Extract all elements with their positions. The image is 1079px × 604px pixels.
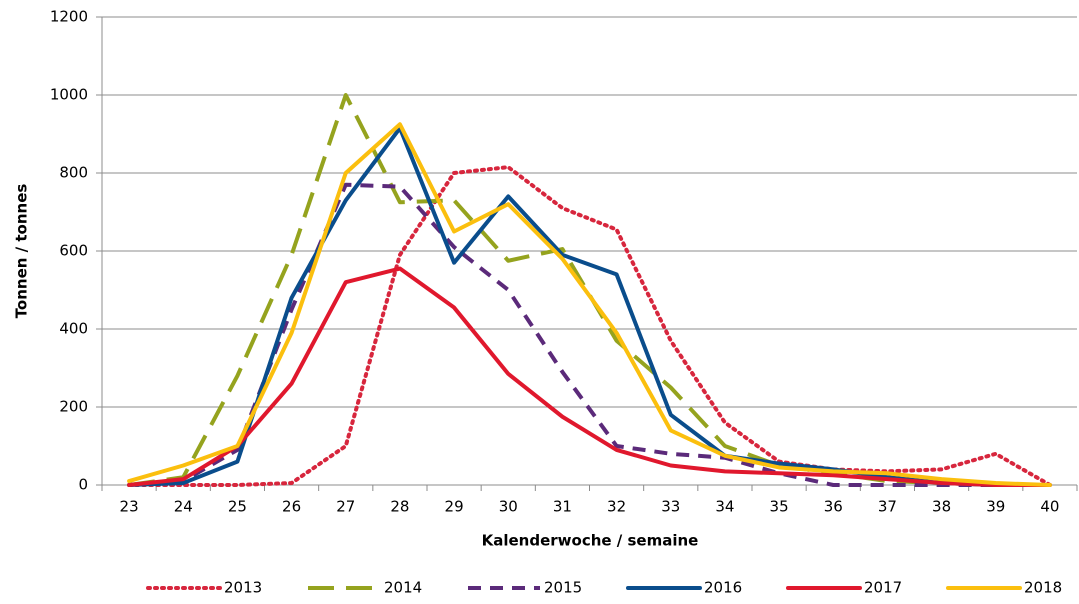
y-tick-label: 600 [59, 242, 88, 260]
x-tick-label: 29 [445, 498, 464, 516]
series-line [128, 93, 1050, 487]
x-tick-label: 34 [715, 498, 734, 516]
x-tick-label: 24 [174, 498, 193, 516]
legend-label: 2014 [384, 579, 422, 597]
y-tick-label: 0 [78, 476, 88, 494]
series-line [127, 165, 1052, 487]
x-tick-label: 26 [282, 498, 301, 516]
legend-label: 2018 [1024, 579, 1062, 597]
x-tick-label: 28 [390, 498, 409, 516]
y-tick-label: 800 [59, 164, 88, 182]
y-tick-label: 1200 [50, 8, 88, 26]
x-tick-label: 31 [553, 498, 572, 516]
legend-label: 2017 [864, 579, 902, 597]
series-line [127, 122, 1052, 487]
y-tick-label: 1000 [50, 86, 88, 104]
x-tick-label: 23 [120, 498, 139, 516]
y-axis-label: Tonnen / tonnes [13, 184, 31, 319]
legend-label: 2016 [704, 579, 742, 597]
x-tick-label: 40 [1040, 498, 1059, 516]
x-tick-label: 37 [878, 498, 897, 516]
x-tick-label: 27 [336, 498, 355, 516]
x-tick-label: 30 [499, 498, 518, 516]
x-tick-label: 33 [661, 498, 680, 516]
x-axis-label: Kalenderwoche / semaine [482, 532, 699, 550]
x-tick-label: 32 [607, 498, 626, 516]
legend-label: 2013 [224, 579, 262, 597]
legend-label: 2015 [544, 579, 582, 597]
x-tick-label: 38 [932, 498, 951, 516]
x-tick-label: 39 [986, 498, 1005, 516]
series-line [127, 266, 1052, 487]
series-line [128, 182, 1050, 487]
y-tick-label: 400 [59, 320, 88, 338]
x-tick-label: 35 [770, 498, 789, 516]
x-tick-label: 25 [228, 498, 247, 516]
x-tick-label: 36 [824, 498, 843, 516]
y-tick-label: 200 [59, 398, 88, 416]
